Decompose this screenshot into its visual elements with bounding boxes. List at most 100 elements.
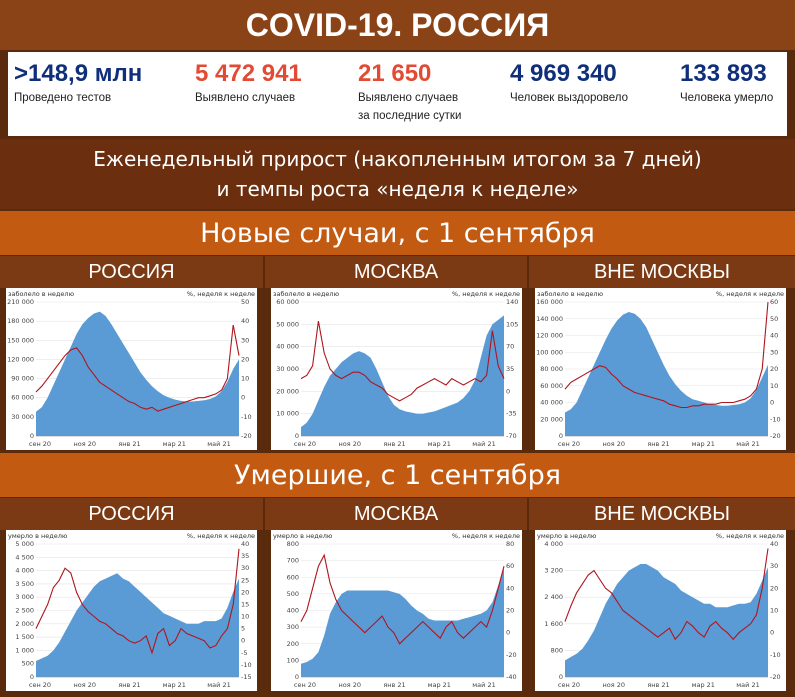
y2-tick-label: 20	[506, 607, 514, 615]
y2-tick-label: -70	[506, 432, 517, 440]
y-tick-label: 30 000	[11, 413, 34, 421]
series-area	[36, 573, 239, 677]
panel-title-outside: ВНЕ МОСКВЫ	[529, 256, 795, 288]
y2-tick-label: 5	[241, 625, 245, 633]
weekly-banner: Еженедельный прирост (накопленным итогом…	[0, 139, 795, 209]
x-tick-label: ноя 20	[339, 440, 361, 448]
y2-tick-label: 20	[770, 365, 778, 373]
y2-tick-label: -20	[770, 673, 781, 681]
y-tick-label: 0	[559, 673, 563, 681]
x-tick-label: май 21	[207, 440, 230, 448]
y2-tick-label: 25	[241, 576, 249, 584]
y2-axis-label: %, неделя к неделе	[187, 290, 255, 298]
y2-tick-label: 60	[506, 562, 514, 570]
y2-tick-label: 15	[241, 600, 249, 608]
x-tick-label: ноя 20	[339, 681, 361, 689]
y-axis-label: заболело в неделю	[273, 290, 340, 298]
series-line	[300, 553, 505, 645]
y-tick-label: 0	[559, 432, 563, 440]
y-axis-label: заболело в неделю	[537, 290, 604, 298]
y-tick-label: 10 000	[276, 410, 299, 418]
stat-cases: 5 472 941 Выявлено случаев	[195, 60, 302, 106]
series-area	[565, 312, 768, 436]
y-tick-label: 150 000	[7, 336, 34, 344]
y2-tick-label: -40	[506, 673, 517, 681]
stat-tests: >148,9 млн Проведено тестов	[14, 60, 142, 106]
y2-tick-label: -10	[241, 661, 252, 669]
y-tick-label: 200	[287, 640, 299, 648]
y2-axis-label: %, неделя к неделе	[187, 532, 255, 540]
y2-tick-label: 10	[241, 613, 249, 621]
x-tick-label: май 21	[207, 681, 230, 689]
y2-tick-label: 0	[770, 629, 774, 637]
x-tick-label: мар 21	[428, 681, 451, 689]
x-tick-label: янв 21	[647, 440, 669, 448]
y2-tick-label: 40	[770, 332, 778, 340]
y-tick-label: 30 000	[276, 365, 299, 373]
y2-tick-label: -15	[241, 673, 252, 681]
y-tick-label: 4 000	[15, 567, 34, 575]
chart-deaths-outside: 0 800 1 600 2 400 3 200 4 000 -20 -10 0 10 20 30 40 с…	[535, 530, 786, 691]
x-tick-label: янв 21	[383, 440, 405, 448]
y2-tick-label: -20	[770, 432, 781, 440]
y-tick-label: 300	[287, 623, 299, 631]
y-tick-label: 1 500	[15, 633, 34, 641]
y2-tick-label: -20	[241, 432, 252, 440]
y-tick-label: 160 000	[536, 298, 563, 306]
y-tick-label: 0	[295, 673, 299, 681]
x-tick-label: мар 21	[692, 440, 715, 448]
y2-tick-label: -5	[241, 649, 247, 657]
y-tick-label: 2 400	[544, 593, 563, 601]
x-tick-label: янв 21	[647, 681, 669, 689]
y2-tick-label: 80	[506, 540, 514, 548]
y2-tick-label: 0	[506, 629, 510, 637]
panel-title-moscow: МОСКВА	[265, 498, 527, 530]
y-tick-label: 1 000	[15, 646, 34, 654]
chart-cases-moscow: 0 10 000 20 000 30 000 40 000 50 000 60 000 -70…	[271, 288, 522, 450]
stat-label: Человек выздоровело	[510, 92, 629, 104]
x-tick-label: мар 21	[163, 681, 186, 689]
chart-deaths-moscow: 0 100 200 300 400 500 600 700 800 -40 -20 0 20 40 60 80…	[271, 530, 522, 691]
x-tick-label: сен 20	[29, 681, 51, 689]
y-tick-label: 120 000	[7, 355, 34, 363]
y2-tick-label: 30	[241, 336, 249, 344]
y2-tick-label: 0	[241, 394, 245, 402]
y2-axis-label: %, неделя к неделе	[716, 532, 784, 540]
y-tick-label: 700	[287, 557, 299, 565]
x-tick-label: май 21	[472, 681, 495, 689]
y-tick-label: 80 000	[540, 365, 563, 373]
y-tick-label: 210 000	[7, 298, 34, 306]
x-tick-label: ноя 20	[603, 681, 625, 689]
y-tick-label: 0	[295, 432, 299, 440]
y-axis-label: заболело в неделю	[8, 290, 75, 298]
y-tick-label: 20 000	[276, 387, 299, 395]
y-tick-label: 5 000	[15, 540, 34, 548]
chart-cases-outside: 0 20 000 40 000 60 000 80 000 100 000 120 000 1…	[535, 288, 786, 450]
stat-value: 133 893	[680, 60, 767, 87]
y2-tick-label: 30	[241, 564, 249, 572]
x-tick-label: янв 21	[118, 440, 140, 448]
x-tick-label: май 21	[472, 440, 495, 448]
y-tick-label: 2 000	[15, 620, 34, 628]
y2-tick-label: -20	[506, 651, 517, 659]
y2-tick-label: 20	[241, 355, 249, 363]
section-deaths-title: Умершие, с 1 сентября	[0, 453, 795, 497]
chart-cases-russia: 0 30 000 60 000 90 000 120 000 150 000 180 000…	[6, 288, 257, 450]
stat-recovered: 4 969 340 Человек выздоровело	[510, 60, 628, 106]
x-tick-label: сен 20	[294, 440, 316, 448]
y-tick-label: 140 000	[536, 315, 563, 323]
page-title: COVID-19. РОССИЯ	[0, 0, 795, 50]
y2-tick-label: 0	[241, 637, 245, 645]
y2-tick-label: 35	[506, 365, 514, 373]
y-tick-label: 1 600	[544, 620, 563, 628]
y2-tick-label: -35	[506, 410, 517, 418]
y2-tick-label: 40	[241, 540, 249, 548]
y-tick-label: 4 000	[544, 540, 563, 548]
y-tick-label: 800	[287, 540, 299, 548]
y2-tick-label: 70	[506, 343, 514, 351]
section-cases-title: Новые случаи, с 1 сентября	[0, 211, 795, 255]
series-area	[301, 568, 504, 677]
y2-tick-label: 20	[241, 588, 249, 596]
y2-tick-label: 10	[770, 382, 778, 390]
y-tick-label: 120 000	[536, 332, 563, 340]
